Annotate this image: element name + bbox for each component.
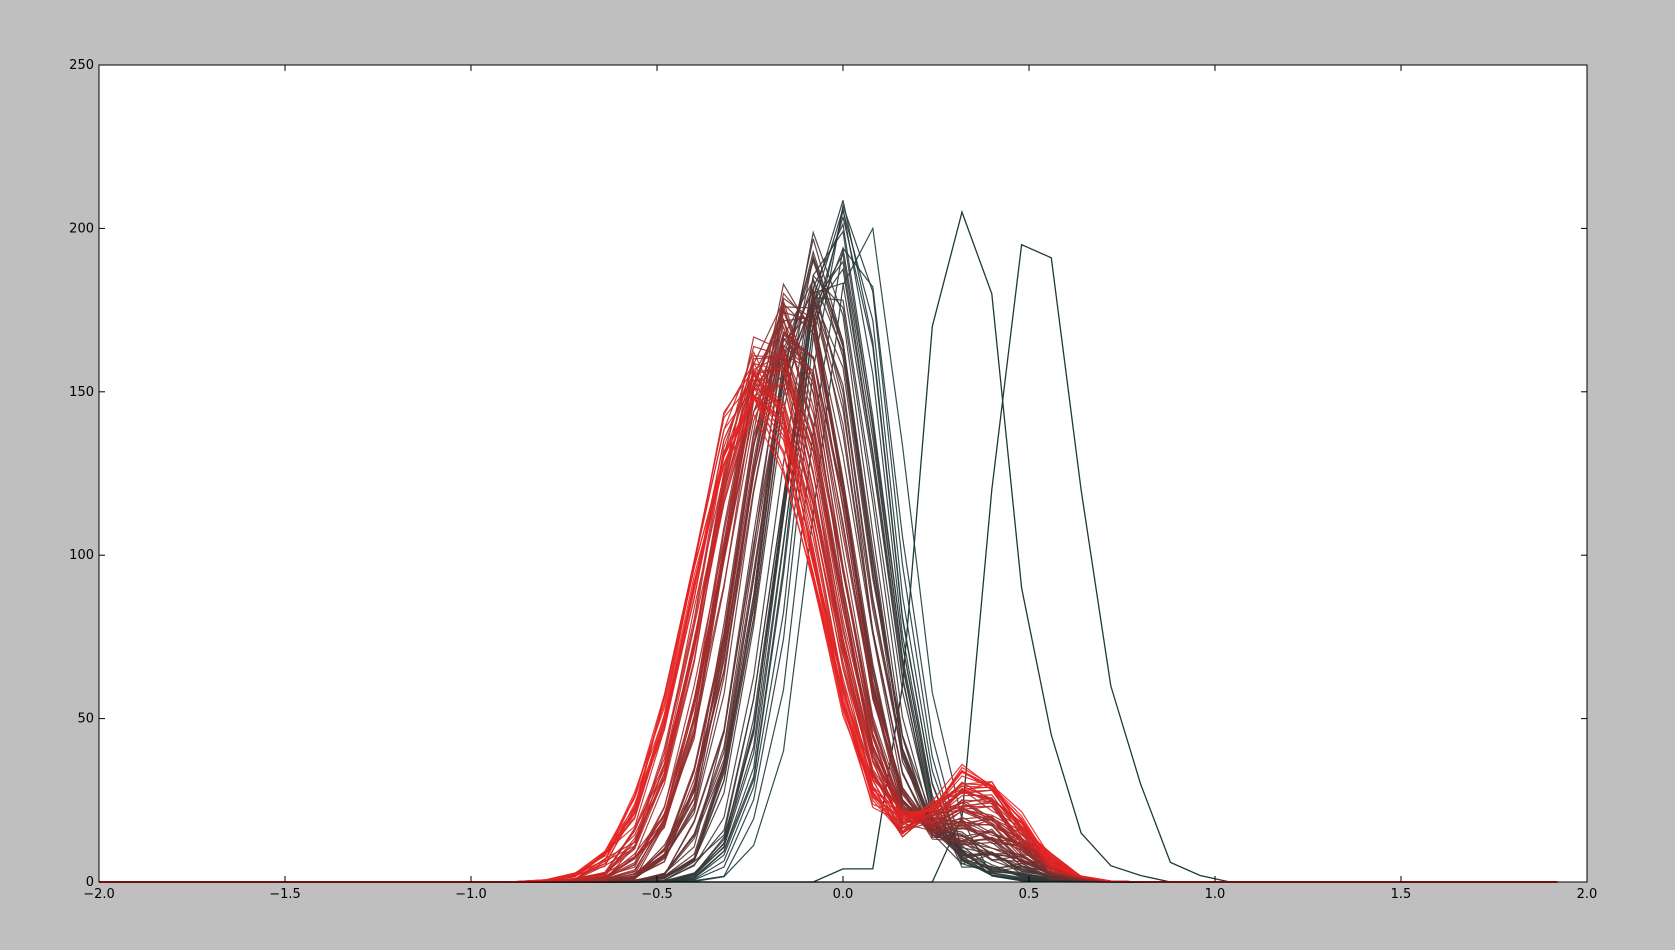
y-tick-label: 50 [77,712,94,727]
x-tick-label: −1.5 [269,887,301,902]
x-tick-label: 0.5 [1019,887,1040,902]
x-tick-label: 1.0 [1205,887,1226,902]
x-tick-label: 2.0 [1577,887,1598,902]
y-tick-label: 150 [69,385,94,400]
x-tick-label: −1.0 [455,887,487,902]
x-tick-label: 1.5 [1391,887,1412,902]
y-tick-label: 100 [69,548,94,563]
y-tick-label: 200 [69,221,94,236]
y-axis: 0 50 100 150 200 250 [69,58,1587,890]
y-tick-label: 250 [69,58,94,73]
x-tick-label: 0.0 [833,887,854,902]
x-tick-label: −2.0 [83,887,115,902]
y-tick-label: 0 [86,875,94,890]
x-axis: −2.0 −1.5 −1.0 −0.5 0.0 0.5 1.0 1.5 2.0 [83,65,1597,902]
plot-area [99,65,1587,882]
x-tick-label: −0.5 [641,887,673,902]
